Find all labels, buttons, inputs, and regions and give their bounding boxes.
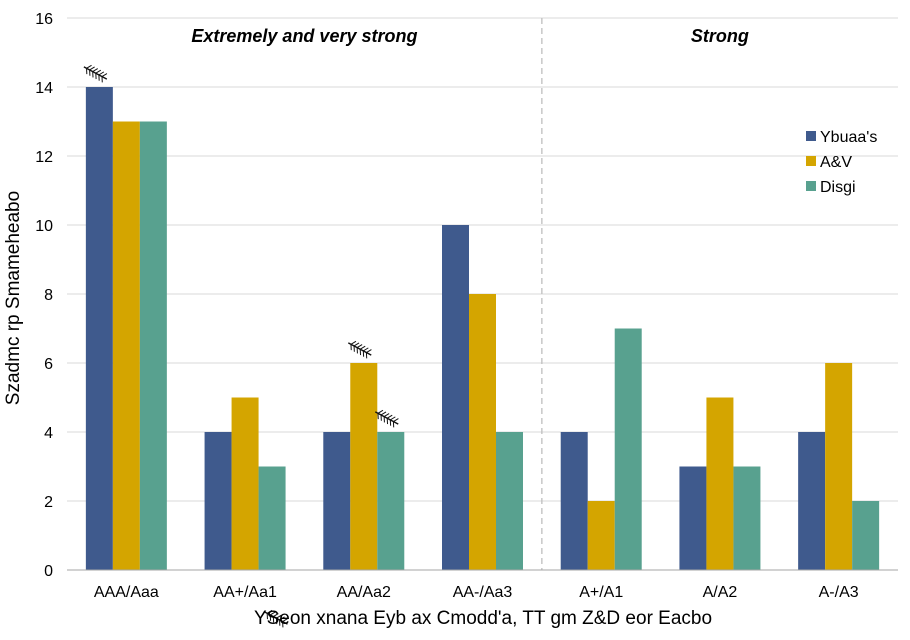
y-tick-label: 8	[44, 287, 53, 304]
bar	[733, 466, 761, 570]
bar	[587, 501, 615, 570]
x-tick-labels: AAA/Aaa AA+/Aa1 AA/Aa2 AA-/Aa3 A+/A1 A/A2 A-/A…	[94, 584, 859, 601]
y-tick-label: 4	[44, 425, 53, 442]
bar	[706, 397, 734, 570]
legend-item: Ybuaa's	[806, 129, 877, 146]
bar	[231, 397, 259, 570]
leaf-marker-icon	[83, 64, 108, 83]
y-axis-title: Szadmc rp Smameheabo	[3, 191, 24, 405]
legend-swatch	[806, 131, 816, 141]
bar	[258, 466, 286, 570]
y-tick-labels: 0 2 4 6 8 10 12 14 16	[35, 11, 53, 580]
leaf-marker-icon	[374, 409, 399, 428]
bar	[798, 432, 826, 570]
bars	[85, 87, 880, 570]
y-tick-label: 0	[44, 563, 53, 580]
x-tick-label: AA-/Aa3	[453, 584, 513, 601]
legend-swatch	[806, 181, 816, 191]
bar	[560, 432, 588, 570]
y-tick-label: 10	[35, 218, 53, 235]
leaf-markers	[83, 64, 399, 628]
bar	[442, 225, 469, 570]
bar	[852, 501, 880, 570]
bar	[496, 432, 523, 570]
bar	[204, 432, 232, 570]
x-tick-label: A-/A3	[819, 584, 859, 601]
leaf-marker-icon	[264, 609, 288, 628]
group-label: Strong	[691, 26, 749, 46]
group-label: Extremely and very strong	[191, 26, 417, 46]
x-tick-label: AAA/Aaa	[94, 584, 159, 601]
bar	[679, 466, 707, 570]
legend-label: Ybuaa's	[820, 129, 877, 146]
x-tick-label: A+/A1	[579, 584, 623, 601]
bar	[112, 121, 140, 570]
x-tick-label: AA/Aa2	[337, 584, 391, 601]
bar	[323, 432, 351, 570]
leaf-marker-icon	[347, 340, 372, 359]
legend-label: A&V	[820, 154, 852, 171]
bar	[85, 87, 113, 570]
bar	[469, 294, 496, 570]
bar	[614, 328, 642, 570]
bar	[350, 363, 378, 570]
legend-swatch	[806, 156, 816, 166]
legend-item: A&V	[806, 154, 852, 171]
x-axis-title: YSeon xnana Eyb ax Cmodd'a, TT gm Z&D eo…	[254, 608, 712, 629]
legend-label: Disgi	[820, 179, 856, 196]
x-tick-label: A/A2	[703, 584, 738, 601]
bar	[825, 363, 853, 570]
legend-item: Disgi	[806, 179, 856, 196]
group-labels: Extremely and very strong Strong	[191, 26, 749, 46]
y-tick-label: 14	[35, 80, 53, 97]
y-tick-label: 6	[44, 356, 53, 373]
bar	[139, 121, 167, 570]
x-tick-label: AA+/Aa1	[213, 584, 277, 601]
y-tick-label: 2	[44, 494, 53, 511]
legend: Ybuaa's A&V Disgi	[806, 129, 877, 196]
bar	[377, 432, 405, 570]
y-tick-label: 16	[35, 11, 53, 28]
y-tick-label: 12	[35, 149, 53, 166]
